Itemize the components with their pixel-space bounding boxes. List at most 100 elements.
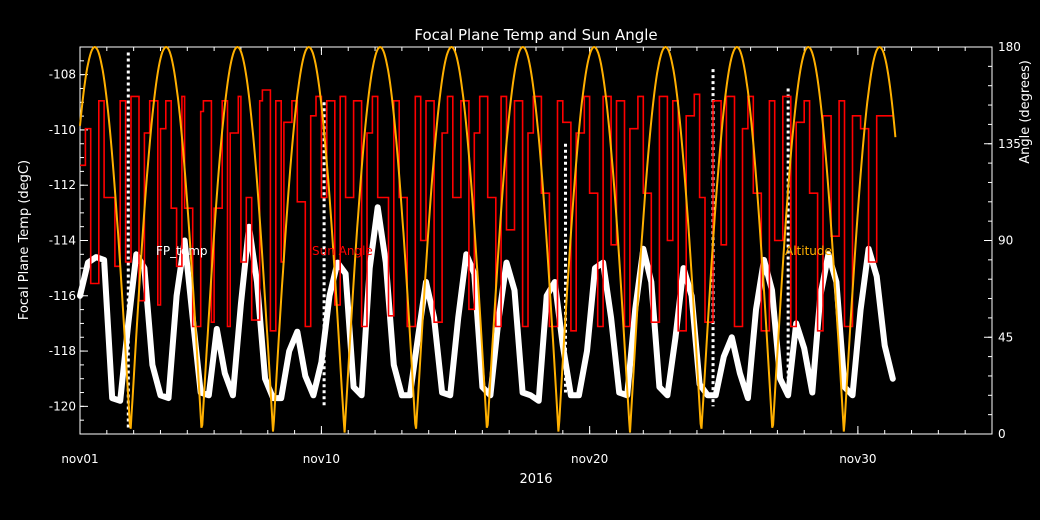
- fp-temp-point: [496, 318, 501, 323]
- fp-temp-point: [673, 335, 678, 340]
- fp-temp-point: [383, 260, 388, 265]
- fp-temp-point: [721, 354, 726, 359]
- series-layer: [77, 45, 897, 433]
- fp-temp-point: [174, 293, 179, 298]
- fp-temp-point: [777, 376, 783, 381]
- x-axis-ticks: nov01 nov10 nov20 nov30: [61, 47, 993, 466]
- fp-temp-point: [262, 376, 268, 381]
- fp-temp-point: [287, 348, 292, 354]
- fp-temp-point: [858, 307, 863, 312]
- fp-temp-point: [616, 390, 622, 395]
- fp-temp-point: [552, 279, 557, 285]
- right-axis-ticks: 180 135 90 45 0: [984, 40, 1021, 441]
- x-tick-label: nov10: [303, 452, 340, 466]
- fp-temp-point: [810, 390, 815, 395]
- fp-temp-point: [713, 393, 718, 398]
- right-tick-label: 45: [998, 330, 1013, 344]
- fp-temp-point: [399, 393, 405, 398]
- fp-temp-point: [359, 393, 364, 398]
- fp-temp-point: [238, 301, 244, 307]
- fp-temp-point: [842, 384, 847, 390]
- fp-temp-point: [391, 362, 397, 368]
- fp-temp-point: [93, 254, 99, 260]
- fp-temp-point: [375, 205, 380, 210]
- fp-temp-point: [101, 257, 107, 263]
- fp-temp-point: [681, 265, 686, 271]
- fp-temp-point: [319, 359, 324, 365]
- fp-temp-point: [343, 271, 348, 276]
- fp-temp-point: [230, 393, 236, 398]
- fp-temp-point: [576, 393, 582, 398]
- right-tick-label: 0: [998, 427, 1006, 441]
- fp-temp-point: [278, 395, 284, 401]
- legend-item: Altitude: [785, 244, 832, 258]
- fp-temp-point: [665, 393, 670, 398]
- fp-temp-point: [584, 348, 590, 354]
- fp-temp-point: [608, 315, 614, 321]
- fp-temp-point: [407, 393, 413, 398]
- fp-temp-point: [874, 274, 879, 279]
- fp-temp-point: [295, 329, 300, 334]
- fp-temp-point: [745, 395, 751, 401]
- fp-temp-point: [182, 238, 187, 243]
- x-tick-label: nov30: [839, 452, 876, 466]
- fp-temp-point: [464, 252, 469, 257]
- fp-temp-point: [166, 395, 171, 401]
- fp-temp-point: [818, 293, 823, 298]
- left-tick-label: -118: [49, 344, 76, 358]
- fp-temp-point: [785, 393, 791, 398]
- legend-item: Sun Angle: [312, 244, 373, 258]
- fp-temp-point: [802, 346, 807, 351]
- fp-temp-point: [592, 265, 598, 271]
- fp-temp-point: [246, 224, 252, 229]
- fp-temp-point: [753, 307, 759, 312]
- fp-temp-point: [544, 293, 549, 298]
- fp-temp-point: [109, 395, 115, 401]
- fp-temp-point: [150, 362, 155, 368]
- fp-temp-point: [826, 252, 831, 257]
- series-altitude: [79, 45, 897, 433]
- fp-temp-point: [206, 393, 211, 398]
- fp-temp-point: [367, 265, 372, 271]
- fp-temp-point: [890, 376, 895, 381]
- fp-temp-point: [657, 384, 662, 390]
- fp-temp-point: [504, 260, 509, 265]
- fp-temp-point: [850, 393, 855, 398]
- fp-temp-point: [77, 293, 83, 298]
- legend-item: FP_temp: [156, 244, 208, 258]
- fp-temp-point: [512, 288, 517, 293]
- series-sun-angle: [80, 89, 893, 332]
- fp-temp-point: [729, 335, 735, 340]
- fp-temp-point: [311, 393, 316, 398]
- fp-temp-point: [222, 370, 228, 376]
- fp-temp-point: [335, 260, 340, 265]
- left-tick-label: -114: [49, 234, 76, 248]
- fp-temp-point: [439, 390, 445, 395]
- chart-title: Focal Plane Temp and Sun Angle: [414, 26, 657, 44]
- fp-temp-point: [769, 288, 775, 293]
- fp-temp-point: [254, 279, 260, 285]
- left-tick-label: -116: [49, 289, 76, 303]
- fp-temp-trace: [77, 204, 896, 404]
- left-tick-label: -108: [49, 68, 76, 82]
- right-tick-label: 90: [998, 234, 1013, 248]
- fp-temp-point: [705, 393, 710, 398]
- fp-temp-point: [568, 393, 574, 398]
- right-tick-label: 180: [998, 40, 1021, 54]
- fp-temp-point: [882, 343, 887, 348]
- fp-temp-point: [158, 393, 163, 398]
- x-tick-label: nov01: [61, 452, 98, 466]
- left-axis-ticks: -108 -110 -112 -114 -116 -118 -120: [49, 46, 88, 435]
- fp-temp-point: [528, 393, 533, 398]
- legend: FP_temp Sun Angle Altitude: [156, 244, 832, 258]
- fp-temp-point: [415, 335, 421, 340]
- fp-temp-point: [303, 373, 308, 379]
- fp-temp-point: [85, 260, 91, 265]
- fp-temp-point: [134, 252, 139, 257]
- fp-temp-point: [447, 393, 453, 398]
- right-tick-label: 135: [998, 137, 1021, 151]
- fp-temp-point: [351, 384, 356, 390]
- y-axis-title-right: Angle (degrees): [1018, 60, 1033, 164]
